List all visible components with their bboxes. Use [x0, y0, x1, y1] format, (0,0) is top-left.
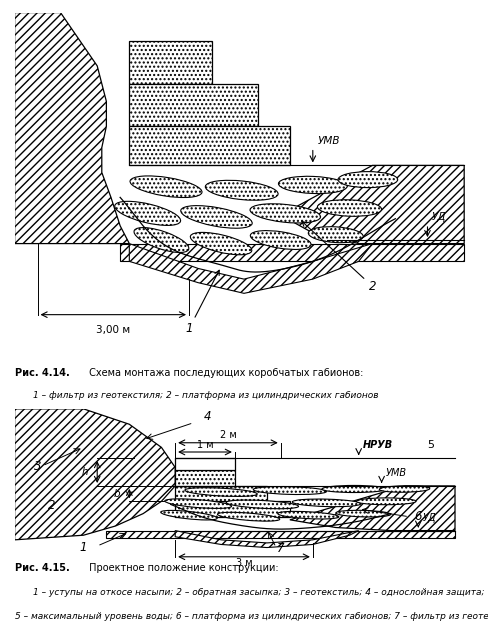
Ellipse shape: [134, 228, 189, 252]
Ellipse shape: [181, 206, 252, 228]
Ellipse shape: [253, 487, 326, 494]
Text: Рис. 4.15.: Рис. 4.15.: [15, 563, 69, 573]
Bar: [129, 84, 258, 126]
Polygon shape: [15, 13, 129, 243]
Ellipse shape: [190, 232, 252, 255]
Ellipse shape: [278, 511, 339, 519]
Text: НРУВ: НРУВ: [363, 440, 393, 450]
Ellipse shape: [279, 176, 347, 194]
Text: Проектное положение конструкции:: Проектное положение конструкции:: [86, 563, 278, 573]
Ellipse shape: [226, 500, 299, 509]
Text: 2: 2: [48, 499, 55, 512]
Text: 3 м: 3 м: [236, 559, 252, 569]
Text: 1: 1: [80, 541, 87, 554]
Text: 4: 4: [203, 409, 211, 423]
Ellipse shape: [250, 204, 321, 223]
Polygon shape: [175, 531, 359, 547]
Text: 1 м: 1 м: [197, 440, 213, 450]
Text: 7: 7: [277, 542, 285, 555]
Text: 5 – максимальный уровень воды; 6 – платформа из цилиндрических габионов; 7 – фил: 5 – максимальный уровень воды; 6 – платф…: [15, 612, 488, 621]
Ellipse shape: [218, 512, 280, 521]
Text: 3,00 м: 3,00 м: [96, 325, 130, 335]
Polygon shape: [281, 165, 464, 243]
Bar: [175, 486, 267, 501]
Ellipse shape: [250, 231, 311, 250]
Polygon shape: [106, 531, 455, 538]
Bar: [175, 501, 290, 517]
Ellipse shape: [161, 510, 217, 520]
Text: 1: 1: [185, 270, 219, 335]
Text: УД: УД: [423, 513, 437, 523]
Bar: [175, 470, 235, 486]
Bar: [175, 458, 235, 470]
Text: 6: 6: [415, 510, 422, 523]
Text: УД: УД: [432, 212, 447, 222]
Ellipse shape: [115, 201, 181, 225]
Polygon shape: [120, 243, 464, 262]
Ellipse shape: [336, 510, 391, 517]
Polygon shape: [129, 243, 372, 293]
Text: 1 – фильтр из геотекстиля; 2 – платформа из цилиндрических габионов: 1 – фильтр из геотекстиля; 2 – платформа…: [33, 391, 379, 399]
Ellipse shape: [165, 499, 231, 508]
Text: Рис. 4.14.: Рис. 4.14.: [15, 368, 69, 378]
Text: 5: 5: [427, 440, 434, 450]
Polygon shape: [15, 409, 175, 540]
Ellipse shape: [356, 498, 416, 504]
Bar: [129, 41, 212, 84]
Ellipse shape: [292, 499, 361, 507]
Polygon shape: [290, 486, 455, 531]
Ellipse shape: [308, 226, 363, 243]
Ellipse shape: [317, 200, 382, 216]
Bar: [129, 126, 290, 165]
Text: 2 м: 2 м: [220, 430, 236, 440]
Text: h: h: [81, 467, 88, 477]
Ellipse shape: [379, 486, 430, 493]
Text: 2: 2: [302, 221, 376, 292]
Text: УМВ: УМВ: [317, 136, 340, 146]
Text: 1 – уступы на откосе насыпи; 2 – обратная засыпка; 3 – геотекстиль; 4 – однослой: 1 – уступы на откосе насыпи; 2 – обратна…: [33, 588, 485, 597]
Ellipse shape: [205, 181, 278, 200]
Text: 3: 3: [34, 460, 41, 474]
Text: Схема монтажа последующих коробчатых габионов:: Схема монтажа последующих коробчатых габ…: [86, 368, 363, 378]
Text: b: b: [114, 489, 120, 499]
Ellipse shape: [322, 486, 386, 493]
Ellipse shape: [338, 172, 398, 187]
Ellipse shape: [185, 487, 257, 496]
Ellipse shape: [130, 176, 202, 198]
Text: УМВ: УМВ: [386, 468, 407, 478]
